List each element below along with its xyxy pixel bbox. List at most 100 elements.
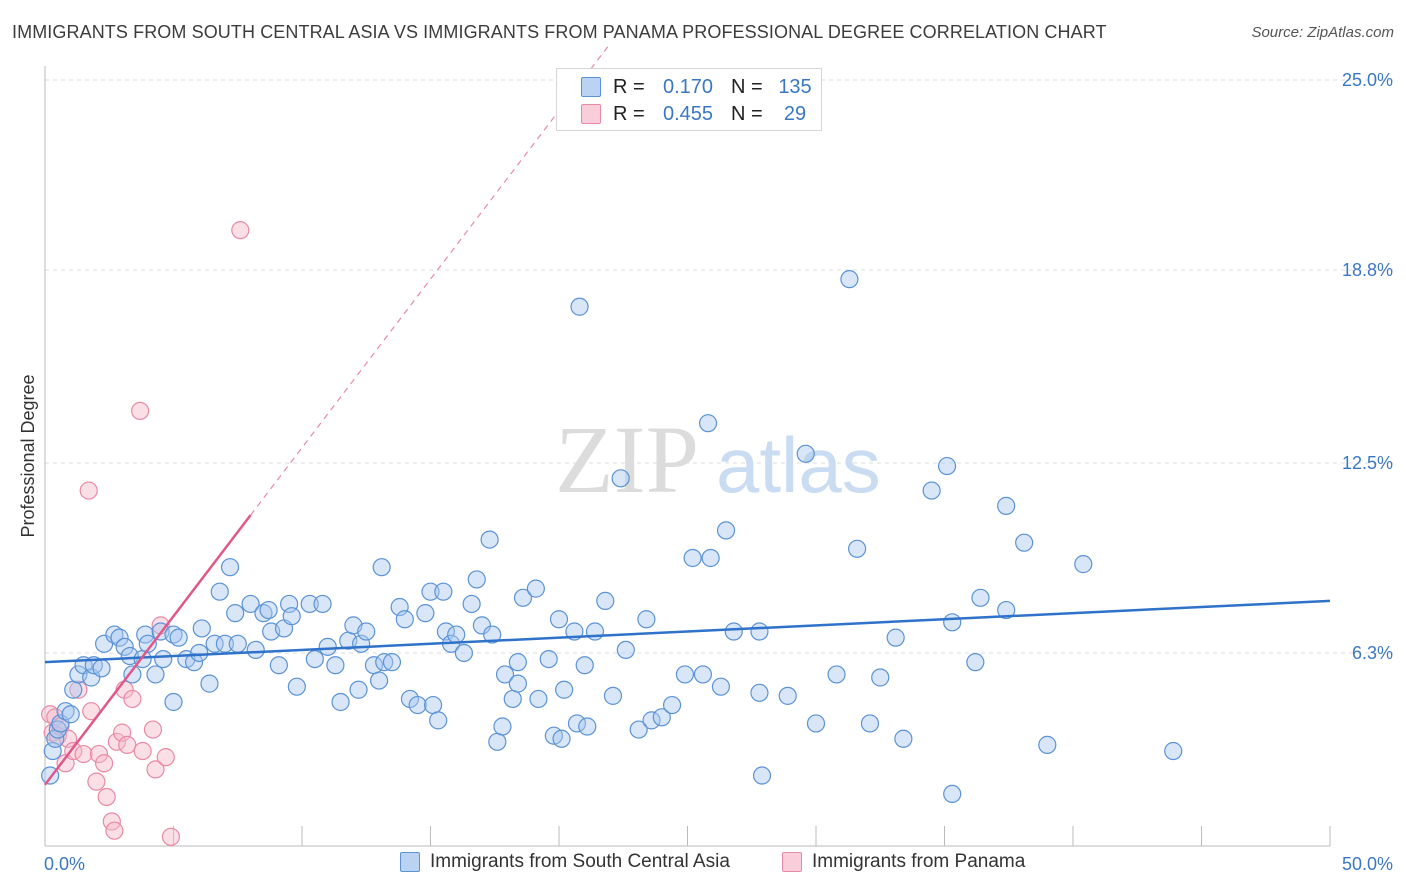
south-central-asia-point [326,656,345,675]
y-axis-title: Professional Degree [18,374,38,537]
south-central-asia-point [467,570,486,589]
south-central-asia-point [997,600,1016,620]
panama-trend-line [44,514,252,786]
south-central-asia-point [382,653,402,672]
south-central-asia-point [871,668,890,687]
south-central-asia-point [675,665,695,684]
south-central-asia-point [555,680,574,699]
south-central-asia-point [539,649,558,669]
panama-point [79,481,98,500]
south-central-asia-point [848,539,867,558]
panama-point [107,732,127,751]
south-central-asia-point [629,720,648,739]
panama-point [105,821,124,840]
south-central-asia-point [200,674,219,693]
south-central-asia-point [806,714,826,733]
south-central-asia-point [92,659,111,678]
panama-point [143,720,163,739]
south-central-asia-point [190,643,209,663]
legend-n-value: 29 [783,102,807,125]
south-central-asia-point [483,625,502,644]
south-central-asia-point [269,656,288,675]
south-central-asia-point [652,708,671,727]
south-central-asia-point [408,695,427,715]
south-central-asia-point [416,604,435,623]
south-central-asia-point [701,548,720,568]
south-central-asia-point [146,665,165,684]
panama-point [130,401,150,421]
south-central-asia-point [287,677,306,696]
legend-n-label: N = [731,102,763,125]
y-tick-label: 6.3% [1352,643,1393,663]
south-central-asia-point [205,634,224,653]
south-central-asia-point [429,711,448,730]
south-central-asia-point [110,628,129,647]
south-central-asia-point [184,653,204,672]
south-central-asia-point [943,613,962,632]
south-central-asia-point [642,711,661,730]
south-central-asia-point [570,297,589,316]
south-central-asia-point [454,643,474,663]
south-central-asia-point [372,558,391,577]
south-central-asia-point [716,521,736,540]
south-central-asia-point [169,628,188,647]
south-central-asia-point [123,665,142,684]
south-central-asia-point [683,548,702,568]
south-central-asia-point [894,729,913,748]
south-central-asia-point [488,732,507,751]
south-central-asia-point [662,695,682,715]
panama-point [146,760,165,779]
south-central-asia-point [552,729,571,748]
south-central-asia-point [750,683,769,702]
south-central-asia-point [434,582,453,601]
south-central-asia-point [115,637,134,656]
south-central-asia-point [395,610,414,629]
south-central-asia-point [226,604,245,623]
south-central-asia-point [318,637,337,656]
correlation-legend: R = 0.170 N = 135 R = 0.455 N = 29 [556,68,822,131]
south-central-asia-point [585,622,605,641]
south-central-asia-point [513,588,533,607]
south-central-asia-point [529,689,548,709]
south-central-asia-point [215,634,234,653]
trend-lines [44,42,1331,786]
chart-source: Source: ZipAtlas.com [1251,24,1394,41]
legend-swatch-blue [581,77,601,97]
panama-point [231,221,250,240]
south-central-asia-point [421,582,440,601]
south-central-asia-point [246,640,265,660]
south-central-asia-point [1164,741,1183,761]
south-central-asia-point [840,270,859,289]
south-central-asia-point [508,674,527,693]
legend-r-label: R = [613,75,645,98]
y-tick-labels: 6.3% 12.5% 18.8% 25.0% [1342,70,1393,663]
south-central-asia-point [105,625,124,644]
legend-r-value: 0.170 [662,75,714,98]
south-central-asia-point [495,665,515,684]
south-central-asia-point [508,653,527,672]
panama-point [161,827,181,846]
south-central-asia-point [472,616,491,635]
grid-lines [45,79,1394,654]
legend-r-value: 0.455 [662,102,714,125]
south-central-asia-point [254,604,273,623]
south-central-asia-point [698,414,718,433]
panama-point [97,787,116,807]
south-central-asia-point [220,558,240,577]
south-central-asia-point [997,496,1016,515]
south-central-asia-point [300,594,319,614]
legend-n-value: 135 [778,75,812,98]
south-central-asia-point [575,656,594,675]
south-central-asia-point [370,671,389,690]
south-central-asia-point [164,692,183,712]
south-central-asia-point [752,766,772,785]
legend-n-label: N = [731,75,763,98]
south-central-asia-point [210,582,229,601]
south-central-asia-point [1038,735,1057,754]
south-central-asia-point [860,714,880,733]
panama-point [95,754,114,773]
south-central-asia-point [637,610,656,629]
panama-points [41,221,250,846]
panama-point [89,744,109,764]
